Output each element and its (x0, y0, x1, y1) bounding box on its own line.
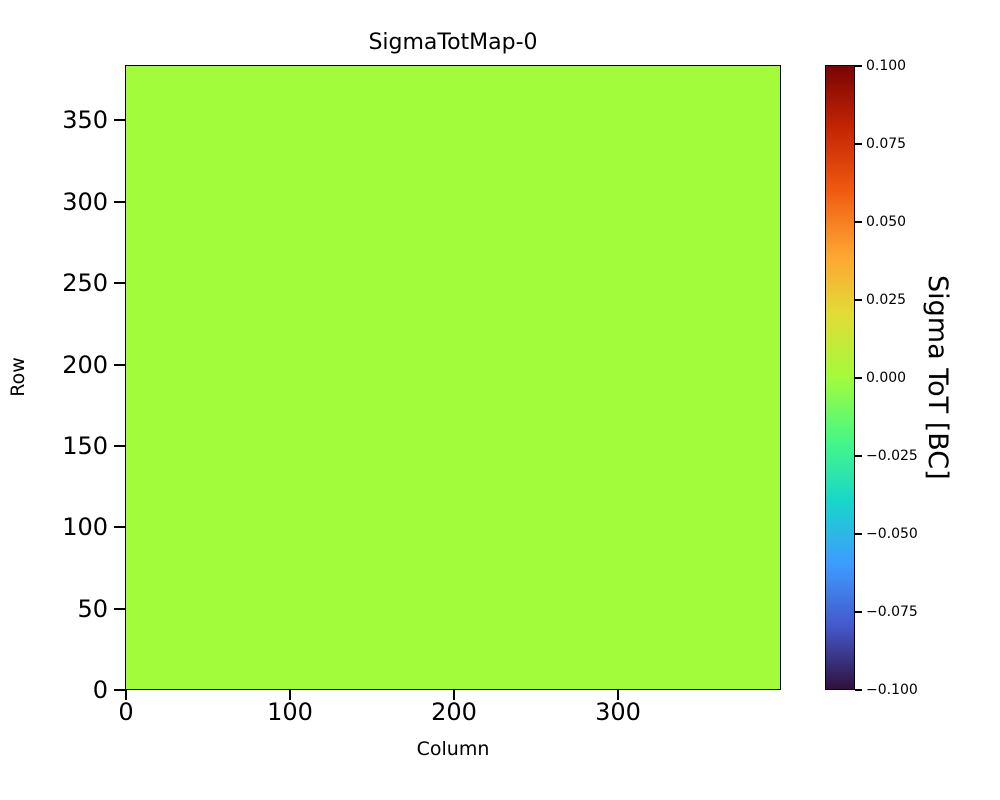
colorbar-tick-mark (855, 65, 862, 67)
x-tick-label: 100 (267, 698, 313, 726)
y-tick-label: 100 (62, 513, 108, 541)
colorbar-tick-mark (855, 611, 862, 613)
x-tick-mark (453, 690, 455, 700)
y-tick-label: 300 (62, 188, 108, 216)
x-tick-label: 200 (431, 698, 477, 726)
y-tick-mark (114, 364, 125, 366)
y-tick-label: 200 (62, 351, 108, 379)
y-tick-mark (114, 689, 125, 691)
y-tick-label: 0 (92, 676, 108, 704)
x-tick-label: 300 (595, 698, 641, 726)
colorbar-tick-label: 0.000 (866, 370, 907, 386)
y-tick-label: 50 (77, 595, 108, 623)
y-axis-label: Row (7, 357, 29, 397)
colorbar-tick-mark (855, 143, 862, 145)
colorbar-tick-mark (855, 221, 862, 223)
colorbar-tick-label: −0.050 (866, 526, 918, 542)
colorbar-tick-mark (855, 689, 862, 691)
colorbar-tick-mark (855, 377, 862, 379)
heatmap-area (125, 65, 781, 690)
colorbar-tick-label: 0.050 (866, 214, 907, 230)
y-tick-mark (114, 119, 125, 121)
x-axis-label: Column (416, 738, 490, 760)
x-tick-label: 0 (118, 698, 134, 726)
colorbar-tick-mark (855, 533, 862, 535)
y-tick-mark (114, 526, 125, 528)
colorbar-axis-label: Sigma ToT [BC] (922, 275, 953, 480)
y-tick-label: 250 (62, 269, 108, 297)
colorbar-tick-label: 0.025 (866, 292, 907, 308)
y-tick-mark (114, 445, 125, 447)
y-tick-mark (114, 608, 125, 610)
colorbar-tick-label: −0.075 (866, 604, 918, 620)
colorbar-tick-mark (855, 455, 862, 457)
chart-title: SigmaTotMap-0 (368, 30, 538, 55)
x-tick-mark (617, 690, 619, 700)
colorbar-tick-label: −0.100 (866, 682, 918, 698)
y-tick-label: 350 (62, 106, 108, 134)
y-tick-mark (114, 282, 125, 284)
colorbar-tick-label: 0.075 (866, 136, 907, 152)
y-tick-mark (114, 201, 125, 203)
y-tick-label: 150 (62, 432, 108, 460)
x-tick-mark (289, 690, 291, 700)
x-tick-mark (125, 690, 127, 700)
colorbar-gradient (825, 65, 855, 690)
colorbar-tick-mark (855, 299, 862, 301)
colorbar-tick-label: −0.025 (866, 448, 918, 464)
colorbar-tick-label: 0.100 (866, 58, 907, 74)
